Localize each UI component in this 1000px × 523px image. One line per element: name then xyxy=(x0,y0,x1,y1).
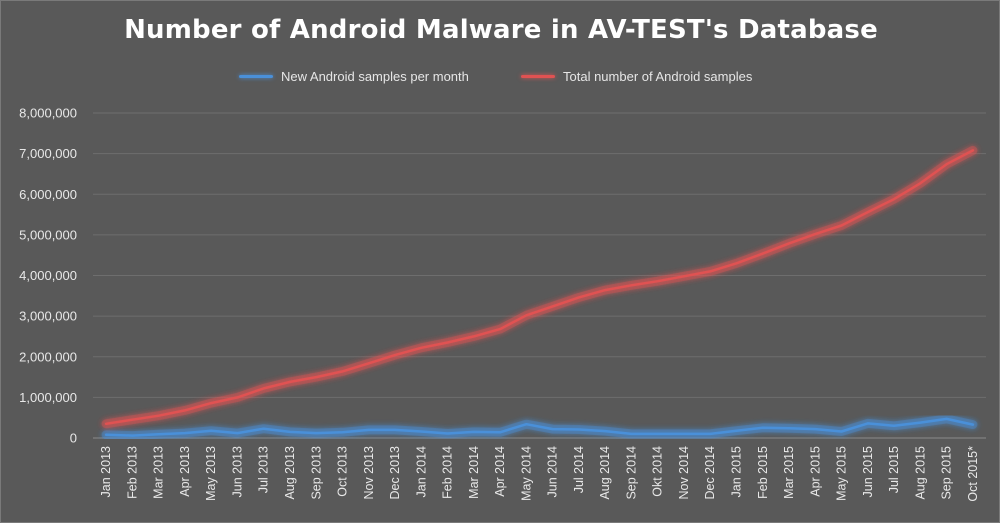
x-tick-label: Aug 2013 xyxy=(283,446,297,500)
series-glow-1 xyxy=(101,145,978,429)
x-tick-label: Feb 2015 xyxy=(756,446,770,499)
y-tick-label: 8,000,000 xyxy=(19,106,77,121)
y-axis-ticks: 0 1,000,000 2,000,000 3,000,000 4,000,000 5,0… xyxy=(19,106,77,446)
chart-title: Number of Android Malware in AV-TEST's D… xyxy=(124,15,878,45)
series-line-new-samples xyxy=(104,417,975,437)
x-tick-label: Feb 2013 xyxy=(125,446,139,499)
y-tick-label: 2,000,000 xyxy=(19,349,77,364)
legend-item-total-samples: Total number of Android samples xyxy=(521,69,752,84)
x-tick-label: Jan 2014 xyxy=(414,446,428,497)
x-tick-label: Jun 2013 xyxy=(230,446,244,497)
legend: New Android samples per month Total numb… xyxy=(1,69,1000,89)
legend-label-total-samples: Total number of Android samples xyxy=(563,69,753,84)
x-tick-label: Mar 2014 xyxy=(467,446,481,499)
x-tick-label: Mar 2015 xyxy=(782,446,796,499)
x-tick-label: Jan 2013 xyxy=(99,446,113,497)
x-tick-label: Jul 2015 xyxy=(887,446,901,493)
x-tick-label: Jun 2015 xyxy=(861,446,875,497)
legend-label-new-samples: New Android samples per month xyxy=(281,69,469,84)
x-tick-label: Jun 2014 xyxy=(546,446,560,497)
x-tick-label: Sep 2013 xyxy=(309,446,323,500)
legend-swatch-total-samples xyxy=(521,75,555,78)
x-tick-label: Nov 2013 xyxy=(362,446,376,500)
x-tick-label: Aug 2014 xyxy=(598,446,612,500)
x-tick-label: Dec 2014 xyxy=(703,446,717,500)
x-tick-label: Aug 2015 xyxy=(913,446,927,500)
gridlines xyxy=(93,112,986,439)
x-tick-label: Jan 2015 xyxy=(729,446,743,497)
legend-item-new-samples: New Android samples per month xyxy=(239,69,469,84)
x-tick-label: May 2013 xyxy=(204,446,218,501)
x-tick-label: Sep 2015 xyxy=(940,446,954,500)
x-axis-ticks: Jan 2013 Feb 2013 Mar 2013 Apr 2013 May 2013… xyxy=(99,446,980,502)
y-tick-label: 3,000,000 xyxy=(19,309,77,324)
x-tick-label: Apr 2014 xyxy=(493,446,507,497)
x-tick-label: Sep 2014 xyxy=(624,446,638,500)
x-tick-label: Apr 2013 xyxy=(178,446,192,497)
x-tick-label: May 2014 xyxy=(519,446,533,501)
x-tick-label: Oct 2015* xyxy=(966,446,980,502)
y-tick-label: 5,000,000 xyxy=(19,227,77,242)
x-tick-label: Dec 2013 xyxy=(388,446,402,500)
series-line-total-samples xyxy=(104,149,975,426)
y-tick-label: 0 xyxy=(70,431,77,446)
x-tick-label: May 2015 xyxy=(835,446,849,501)
legend-swatch-new-samples xyxy=(239,75,273,78)
x-tick-label: Nov 2014 xyxy=(677,446,691,500)
x-tick-label: Feb 2014 xyxy=(441,446,455,499)
y-tick-label: 1,000,000 xyxy=(19,390,77,405)
y-tick-label: 7,000,000 xyxy=(19,146,77,161)
series-lines xyxy=(101,145,978,441)
x-tick-label: Mar 2013 xyxy=(152,446,166,499)
x-tick-label: Okt 2014 xyxy=(651,446,665,497)
x-tick-label: Jul 2014 xyxy=(572,446,586,493)
y-tick-label: 4,000,000 xyxy=(19,268,77,283)
x-tick-label: Apr 2015 xyxy=(808,446,822,497)
x-tick-label: Oct 2013 xyxy=(336,446,350,497)
x-tick-label: Jul 2013 xyxy=(257,446,271,493)
y-tick-label: 6,000,000 xyxy=(19,187,77,202)
